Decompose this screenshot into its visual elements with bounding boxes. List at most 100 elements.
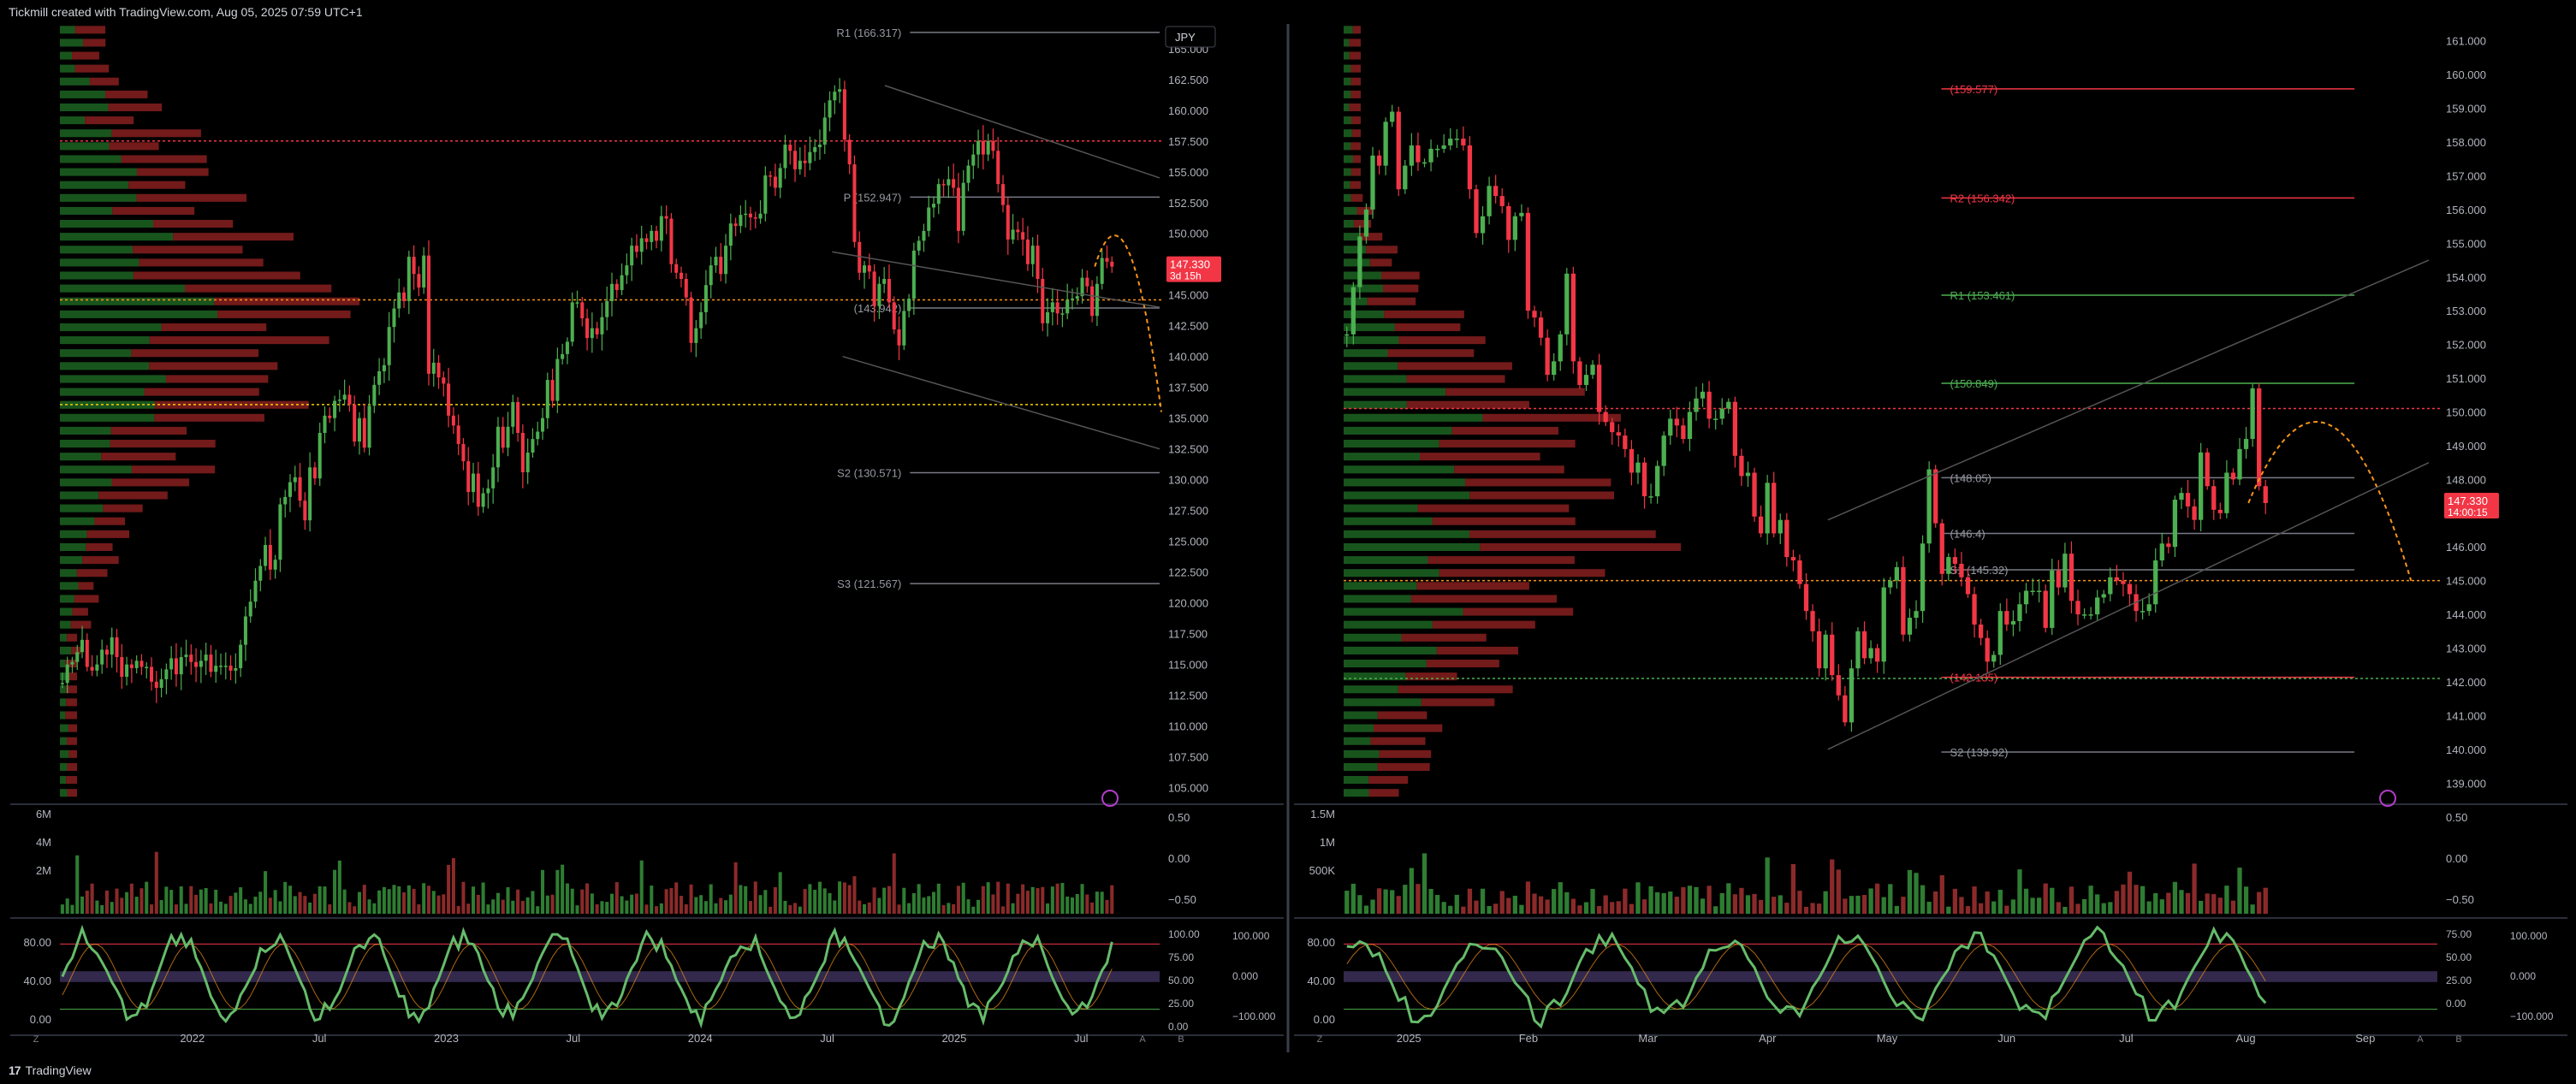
- candle-body: [941, 184, 946, 186]
- candle-body: [842, 89, 846, 140]
- volume-profile-bar: [133, 246, 243, 254]
- volume-bar: [372, 903, 377, 914]
- volume-profile-bar: [1377, 711, 1427, 720]
- candle-body: [1570, 273, 1576, 362]
- volume-bar: [2127, 871, 2133, 914]
- candle-body: [739, 215, 743, 227]
- volume-profile-bar: [60, 388, 145, 396]
- osc-axis-label: 0.00: [1314, 1013, 1335, 1026]
- volume-profile-bar: [1344, 64, 1351, 73]
- x-tick-label: Sep: [2355, 1032, 2375, 1045]
- volume-bar: [145, 881, 149, 914]
- volume-profile-bar: [103, 504, 143, 512]
- volume-profile-bar: [1469, 530, 1656, 538]
- candle-body: [1868, 648, 1873, 659]
- volume-bar: [2056, 902, 2061, 914]
- volume-bar: [986, 882, 990, 914]
- volume-profile-bar: [109, 142, 159, 151]
- volume-bar: [1849, 896, 1855, 914]
- y-tick-label: 140.000: [2446, 743, 2486, 756]
- volume-profile-bar: [1349, 39, 1361, 47]
- candle-body: [273, 560, 277, 570]
- volume-bar: [917, 884, 921, 914]
- candle-body: [1823, 634, 1828, 669]
- volume-profile-bar: [1398, 336, 1486, 345]
- volume-bar: [659, 903, 663, 914]
- volume-profile-bar: [1344, 336, 1399, 345]
- candle-body: [120, 656, 124, 678]
- volume-bar: [803, 889, 807, 914]
- volume-bar: [1901, 897, 1906, 914]
- volume-bar: [2050, 887, 2055, 914]
- candle-body: [2108, 577, 2113, 595]
- candle-body: [264, 544, 268, 566]
- volume-bar: [639, 860, 644, 914]
- candle-body: [1596, 364, 1602, 412]
- footer-brand[interactable]: TradingView: [25, 1063, 92, 1077]
- x-tick-label: Jul: [312, 1032, 327, 1045]
- volume-bar: [2179, 890, 2184, 914]
- candle-body: [2030, 590, 2035, 593]
- volume-profile-bar: [1406, 400, 1529, 409]
- y-tick-label: 139.000: [2446, 777, 2486, 790]
- volume-profile-bar: [60, 607, 73, 616]
- volume-bar: [1512, 895, 1517, 914]
- volume-bar: [264, 871, 268, 914]
- candle-body: [218, 666, 223, 667]
- volume-bar: [991, 894, 995, 914]
- volume-profile-bar: [1344, 51, 1350, 60]
- volume-axis-label: 500K: [1309, 864, 1336, 877]
- volume-bar: [2172, 881, 2178, 914]
- volume-bar: [75, 855, 80, 914]
- candle-body: [655, 230, 659, 241]
- candle-body: [95, 664, 99, 671]
- volume-bar: [253, 897, 258, 914]
- candle-body: [1499, 196, 1505, 206]
- volume-profile-bar: [74, 64, 110, 73]
- candle-body: [412, 257, 416, 275]
- candle-body: [872, 271, 876, 306]
- tradingview-logo-icon[interactable]: 17: [9, 1063, 21, 1077]
- volume-bar: [1376, 888, 1382, 914]
- volume-bar: [1661, 892, 1666, 914]
- volume-profile-bar: [1344, 530, 1469, 538]
- candle-body: [1641, 462, 1647, 497]
- candle-body: [1830, 634, 1835, 676]
- candle-body: [1681, 425, 1686, 440]
- candle-body: [1920, 543, 1926, 612]
- volume-profile-bar: [60, 206, 113, 215]
- volume-bar: [1790, 863, 1796, 914]
- volume-bar: [719, 897, 723, 914]
- volume-bar: [402, 892, 407, 914]
- y-tick-label: 141.000: [2446, 709, 2486, 722]
- volume-profile-bar: [60, 258, 139, 267]
- volume-bar: [273, 890, 277, 914]
- candle-body: [590, 328, 594, 339]
- candle-body: [674, 264, 679, 273]
- volume-bar: [798, 906, 802, 914]
- candle-body: [2257, 388, 2262, 487]
- candle-body: [2153, 560, 2158, 605]
- y-tick-label: 151.000: [2446, 372, 2486, 385]
- volume-bar: [125, 891, 129, 914]
- volume-bar: [981, 886, 985, 914]
- candle-body: [392, 308, 396, 328]
- volume-bar: [2263, 887, 2268, 914]
- volume-bar: [194, 894, 199, 914]
- volume-bar: [669, 887, 674, 914]
- volume-bar: [1772, 897, 1777, 914]
- volume-bar: [1383, 889, 1388, 914]
- volume-bar: [674, 882, 679, 914]
- volume-bar: [922, 897, 926, 914]
- volume-profile-bar: [1463, 607, 1574, 616]
- volume-bar: [1070, 897, 1075, 914]
- volume-profile-bar: [1482, 413, 1621, 422]
- candle-body: [1105, 258, 1109, 262]
- volume-bar: [1946, 906, 1951, 914]
- volume-bar: [174, 904, 178, 914]
- candle-body: [268, 544, 272, 570]
- volume-profile-bar: [60, 413, 155, 422]
- volume-bar: [2004, 905, 2009, 914]
- volume-profile-bar: [1344, 388, 1446, 396]
